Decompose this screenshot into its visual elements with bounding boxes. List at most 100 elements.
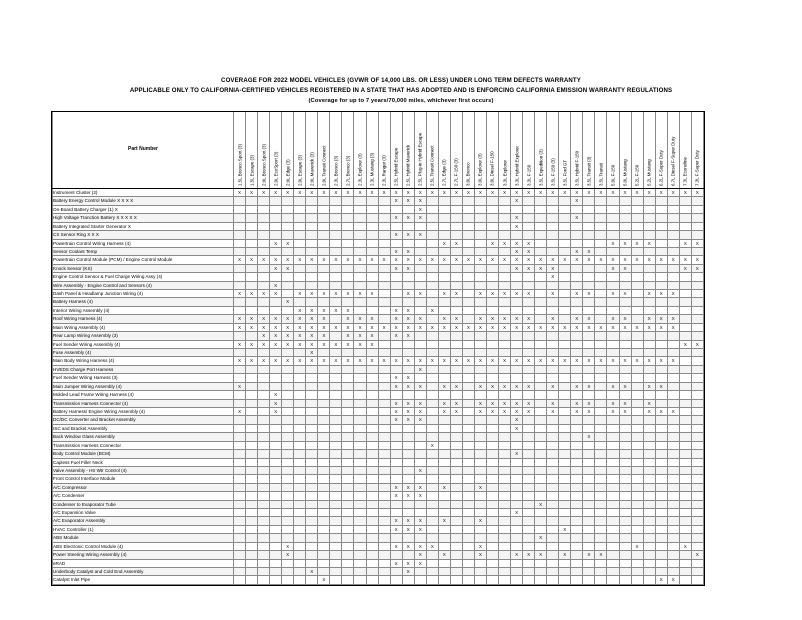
coverage-cell bbox=[257, 524, 271, 535]
coverage-cell bbox=[678, 204, 692, 215]
coverage-cell bbox=[293, 406, 307, 417]
coverage-cell bbox=[293, 230, 307, 240]
coverage-cell bbox=[666, 440, 680, 451]
coverage-cell bbox=[473, 213, 487, 223]
coverage-cell bbox=[232, 516, 247, 526]
table-row: ISC and Bracket Assembly X bbox=[52, 423, 704, 434]
coverage-cell bbox=[461, 465, 475, 476]
coverage-cell bbox=[317, 508, 331, 518]
coverage-cell: X bbox=[413, 196, 427, 206]
coverage-cell bbox=[582, 339, 596, 350]
coverage-cell bbox=[401, 508, 415, 518]
coverage-cell bbox=[305, 246, 319, 257]
coverage-cell bbox=[654, 305, 668, 316]
coverage-cell bbox=[510, 541, 524, 552]
coverage-cell: X bbox=[473, 398, 487, 408]
coverage-cell bbox=[317, 566, 331, 577]
coverage-cell bbox=[534, 440, 548, 451]
coverage-cell bbox=[630, 314, 644, 324]
coverage-cell: X bbox=[257, 314, 271, 324]
coverage-cell: X bbox=[293, 255, 307, 265]
coverage-cell bbox=[232, 204, 247, 215]
coverage-cell bbox=[570, 347, 584, 358]
coverage-cell: X bbox=[232, 314, 247, 324]
coverage-cell bbox=[630, 331, 644, 341]
coverage-cell bbox=[678, 280, 692, 291]
part-name-cell: ISC and Bracket Assembly bbox=[52, 423, 234, 434]
coverage-cell bbox=[485, 457, 500, 467]
coverage-cell bbox=[437, 566, 451, 577]
coverage-cell bbox=[401, 390, 415, 400]
coverage-cell bbox=[329, 331, 343, 341]
coverage-cell bbox=[534, 238, 548, 248]
coverage-cell bbox=[317, 406, 331, 417]
coverage-cell: X bbox=[293, 187, 307, 198]
coverage-cell bbox=[365, 457, 379, 467]
table-row: Engine Control Sensor & Fuel Charge Wiri… bbox=[52, 272, 704, 282]
vehicle-label-holder: 2.3L Mustang (3) bbox=[367, 113, 378, 187]
coverage-cell bbox=[630, 516, 644, 526]
coverage-cell bbox=[329, 213, 343, 223]
coverage-cell bbox=[293, 499, 307, 510]
coverage-cell bbox=[257, 398, 271, 408]
coverage-cell bbox=[257, 263, 271, 274]
vehicle-label-holder: 2.5L Transit Connect bbox=[427, 113, 438, 187]
coverage-cell bbox=[305, 465, 319, 476]
coverage-cell bbox=[413, 347, 427, 358]
title-line-3: (Coverage for up to 7 years/70,000 miles… bbox=[308, 98, 494, 104]
coverage-cell bbox=[449, 246, 463, 257]
part-name-cell: Main Body Wiring Harness (4) bbox=[52, 356, 234, 366]
coverage-cell bbox=[534, 558, 548, 569]
coverage-cell bbox=[353, 508, 367, 518]
coverage-cell bbox=[606, 423, 620, 434]
coverage-cell bbox=[353, 516, 367, 526]
coverage-cell bbox=[437, 440, 451, 451]
coverage-cell bbox=[690, 457, 704, 467]
coverage-cell bbox=[449, 432, 463, 442]
coverage-cell bbox=[606, 465, 620, 476]
coverage-cell bbox=[558, 246, 572, 257]
table-row: Underbody Catalyst and Cold End Assembly… bbox=[52, 566, 704, 577]
part-name-cell: Capless Fuel Filler Neck bbox=[52, 457, 234, 467]
coverage-cell: X bbox=[389, 356, 403, 366]
coverage-cell bbox=[401, 238, 415, 248]
coverage-cell bbox=[666, 339, 680, 350]
coverage-cell bbox=[594, 221, 608, 232]
part-name-cell: A/C Expansion Valve bbox=[52, 508, 234, 518]
coverage-cell bbox=[678, 196, 692, 206]
coverage-cell bbox=[377, 541, 391, 552]
coverage-cell bbox=[425, 491, 439, 501]
coverage-cell bbox=[341, 550, 355, 560]
coverage-cell bbox=[389, 432, 403, 442]
coverage-cell: X bbox=[365, 187, 379, 198]
coverage-cell bbox=[630, 415, 644, 425]
coverage-cell bbox=[329, 499, 343, 510]
coverage-cell bbox=[606, 524, 620, 535]
coverage-cell bbox=[546, 196, 560, 206]
table-row: Molded Lead Frame Wiring Harness (4) X bbox=[52, 390, 704, 400]
coverage-cell bbox=[546, 491, 560, 501]
coverage-cell bbox=[293, 524, 307, 535]
coverage-cell bbox=[690, 305, 704, 316]
coverage-cell: X bbox=[401, 196, 415, 206]
vehicle-column-header: 2.7L Bronco (3) bbox=[341, 112, 355, 189]
coverage-cell: X bbox=[413, 187, 427, 198]
coverage-cell: X bbox=[245, 339, 259, 350]
coverage-cell bbox=[582, 516, 596, 526]
coverage-cell bbox=[317, 221, 331, 232]
coverage-cell bbox=[654, 550, 668, 560]
coverage-cell: X bbox=[534, 322, 548, 333]
coverage-cell: X bbox=[510, 238, 524, 248]
coverage-cell bbox=[365, 575, 379, 585]
coverage-cell bbox=[413, 297, 427, 307]
part-name-cell: ABS Electronic Control Module (4) bbox=[52, 541, 234, 552]
coverage-cell bbox=[353, 566, 367, 577]
coverage-cell: X bbox=[269, 255, 283, 265]
coverage-cell bbox=[654, 465, 668, 476]
coverage-cell bbox=[305, 533, 319, 543]
coverage-cell bbox=[678, 465, 692, 476]
vehicle-column-label: 2.3L Mustang (3) bbox=[369, 152, 375, 186]
coverage-cell bbox=[437, 373, 451, 383]
coverage-cell bbox=[473, 331, 487, 341]
coverage-cell bbox=[485, 305, 500, 316]
